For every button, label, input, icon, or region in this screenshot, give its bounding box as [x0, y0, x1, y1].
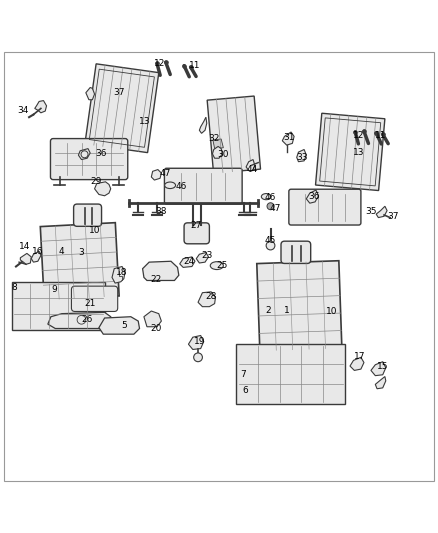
Polygon shape [31, 251, 41, 262]
FancyBboxPatch shape [184, 223, 209, 244]
Text: 36: 36 [308, 192, 320, 201]
Text: 16: 16 [32, 247, 43, 256]
FancyBboxPatch shape [50, 139, 128, 180]
Polygon shape [112, 266, 125, 283]
Text: 11: 11 [375, 131, 386, 140]
Ellipse shape [261, 193, 271, 200]
Text: 4: 4 [59, 247, 65, 256]
Text: 13: 13 [139, 117, 151, 126]
Text: 3: 3 [78, 248, 85, 257]
FancyBboxPatch shape [71, 286, 118, 311]
Polygon shape [95, 182, 111, 196]
Text: 44: 44 [247, 165, 258, 174]
Polygon shape [143, 261, 179, 280]
Text: 18: 18 [117, 268, 128, 277]
Polygon shape [20, 253, 31, 264]
Polygon shape [257, 261, 342, 351]
Text: 13: 13 [353, 149, 364, 157]
Text: 30: 30 [218, 150, 229, 159]
Text: 46: 46 [265, 193, 276, 202]
FancyBboxPatch shape [164, 168, 242, 204]
Polygon shape [237, 344, 345, 404]
Polygon shape [371, 362, 386, 376]
Text: 12: 12 [353, 131, 364, 140]
Ellipse shape [267, 203, 274, 210]
Text: 25: 25 [217, 261, 228, 270]
FancyBboxPatch shape [281, 241, 311, 263]
Ellipse shape [210, 262, 223, 270]
Polygon shape [48, 312, 113, 328]
Text: 7: 7 [240, 370, 246, 379]
Polygon shape [86, 87, 95, 100]
Text: 11: 11 [189, 61, 201, 70]
Text: 19: 19 [194, 337, 205, 346]
Text: 23: 23 [201, 251, 212, 260]
Text: 1: 1 [284, 305, 290, 314]
Text: 20: 20 [150, 324, 161, 333]
Text: 34: 34 [18, 106, 29, 115]
Text: 12: 12 [154, 59, 166, 68]
Circle shape [194, 353, 202, 362]
Text: 33: 33 [296, 153, 308, 162]
Text: 36: 36 [95, 149, 107, 158]
Text: 37: 37 [113, 88, 124, 97]
Polygon shape [212, 147, 223, 158]
Polygon shape [78, 149, 90, 159]
Text: 14: 14 [19, 243, 30, 252]
Polygon shape [188, 335, 204, 350]
Polygon shape [375, 376, 386, 389]
Text: 24: 24 [184, 257, 195, 266]
Text: 10: 10 [89, 226, 100, 235]
Text: 47: 47 [269, 204, 281, 213]
Text: 35: 35 [365, 207, 377, 216]
Text: 9: 9 [51, 285, 57, 294]
Polygon shape [151, 169, 161, 180]
FancyBboxPatch shape [74, 204, 102, 227]
Text: 37: 37 [387, 212, 399, 221]
Polygon shape [315, 113, 385, 190]
Text: 32: 32 [208, 134, 219, 143]
Text: 15: 15 [377, 361, 389, 370]
Circle shape [266, 241, 275, 250]
Text: 10: 10 [326, 306, 337, 316]
Polygon shape [99, 317, 140, 334]
Text: 47: 47 [160, 169, 171, 179]
Polygon shape [85, 64, 159, 152]
Text: 38: 38 [155, 207, 167, 216]
Text: 21: 21 [85, 298, 96, 308]
Text: 5: 5 [121, 320, 127, 329]
Text: 22: 22 [150, 275, 161, 284]
Text: 45: 45 [265, 236, 276, 245]
Text: 26: 26 [81, 315, 93, 324]
Polygon shape [213, 139, 223, 149]
Text: 29: 29 [90, 177, 102, 186]
Polygon shape [207, 96, 261, 173]
Polygon shape [306, 190, 318, 203]
Polygon shape [40, 223, 119, 300]
Polygon shape [283, 132, 294, 145]
Ellipse shape [165, 182, 176, 189]
Polygon shape [180, 257, 195, 268]
Polygon shape [246, 159, 255, 171]
Polygon shape [198, 292, 215, 306]
FancyBboxPatch shape [289, 189, 361, 225]
Polygon shape [196, 253, 208, 263]
Text: 46: 46 [175, 182, 187, 191]
Polygon shape [35, 101, 46, 113]
Polygon shape [376, 206, 387, 217]
Text: 27: 27 [191, 221, 202, 230]
Polygon shape [297, 149, 306, 161]
Polygon shape [144, 311, 161, 327]
Text: 6: 6 [242, 386, 248, 395]
Polygon shape [199, 117, 207, 133]
Text: 28: 28 [205, 292, 217, 301]
Text: 31: 31 [283, 133, 295, 142]
Text: 2: 2 [265, 305, 271, 314]
Text: 8: 8 [12, 283, 18, 292]
Polygon shape [350, 357, 364, 370]
Polygon shape [12, 282, 106, 330]
Text: 17: 17 [354, 351, 365, 360]
